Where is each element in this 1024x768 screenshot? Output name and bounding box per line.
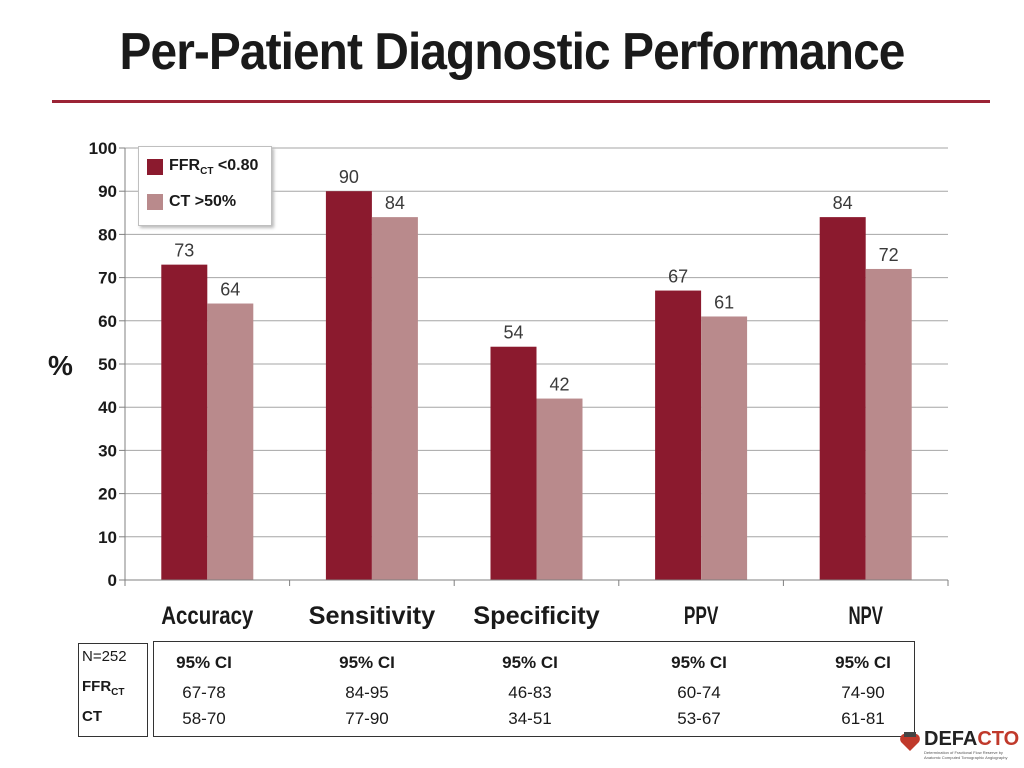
x-tick-label: Specificity <box>473 602 600 630</box>
data-label: 67 <box>668 267 688 287</box>
title-divider <box>52 100 990 103</box>
data-labels: 73 64 90 84 54 42 67 61 84 72 <box>174 167 898 394</box>
ci-column-sensitivity: 95% CI 84-95 77-90 <box>297 650 437 732</box>
ci-header: 95% CI <box>835 653 891 672</box>
bar <box>161 264 208 580</box>
defacto-logo: DEFACTO Determination of Fractional Flow… <box>898 728 1020 764</box>
bar <box>536 398 583 580</box>
ci-ct-value: 77-90 <box>345 709 389 728</box>
y-tick-label: 0 <box>108 571 117 590</box>
y-tick-label: 70 <box>98 269 117 288</box>
bar <box>371 217 418 580</box>
legend-label-ct: CT >50% <box>169 193 237 210</box>
ci-column-accuracy: 95% CI 67-78 58-70 <box>134 650 274 732</box>
y-tick-label: 20 <box>98 485 117 504</box>
ci-column-npv: 95% CI 74-90 61-81 <box>793 650 933 732</box>
ci-column-ppv: 95% CI 60-74 53-67 <box>629 650 769 732</box>
ci-column-specificity: 95% CI 46-83 34-51 <box>460 650 600 732</box>
y-tick-label: 10 <box>98 528 117 547</box>
y-tick-label: 60 <box>98 312 117 331</box>
data-label: 64 <box>220 280 240 300</box>
data-label: 54 <box>503 323 523 343</box>
confidence-interval-table: 95% CI 67-78 58-70 95% CI 84-95 77-90 95… <box>153 641 915 737</box>
bar <box>701 316 748 580</box>
ci-ffrct-value: 60-74 <box>677 683 721 702</box>
x-tick-label: Accuracy <box>161 602 253 630</box>
ci-header: 95% CI <box>502 653 558 672</box>
bar <box>819 217 866 580</box>
legend-swatch-ct <box>147 194 163 210</box>
legend-swatch-ffrct <box>147 159 163 176</box>
ci-ct-value: 61-81 <box>841 709 885 728</box>
legend: FFRCT <0.80 CT >50% <box>138 146 272 226</box>
logo-wordmark: DEFACTO <box>924 728 1020 750</box>
bar <box>490 346 537 580</box>
data-label: 42 <box>549 375 569 395</box>
data-label: 84 <box>385 193 405 213</box>
page-title: Per-Patient Diagnostic Performance <box>119 23 906 81</box>
ci-ct-value: 53-67 <box>677 709 721 728</box>
ci-ct-value: 34-51 <box>508 709 552 728</box>
y-tick-label: 40 <box>98 398 117 417</box>
ci-ct-value: 58-70 <box>182 709 226 728</box>
data-label: 84 <box>833 193 853 213</box>
ffrct-row-label: FFRCT <box>82 678 125 698</box>
x-tick-label: NPV <box>848 602 883 630</box>
y-axis-label: % <box>48 350 73 381</box>
y-tick-label: 80 <box>98 225 117 244</box>
bar <box>325 191 372 580</box>
ci-header: 95% CI <box>176 653 232 672</box>
legend-label-ffrct: FFRCT <0.80 <box>169 157 259 178</box>
bar <box>655 290 702 580</box>
data-label: 72 <box>879 245 899 265</box>
data-label: 61 <box>714 292 734 312</box>
axes: 0 10 20 30 40 50 60 70 80 90 100 Accuracy Sensitivit… <box>89 139 949 630</box>
y-tick-label: 90 <box>98 182 117 201</box>
bars <box>161 191 912 580</box>
ct-row-label: CT <box>82 708 102 725</box>
logo-subtitle: Determination of Fractional Flow Reserve… <box>924 750 1008 760</box>
ci-header: 95% CI <box>671 653 727 672</box>
data-label: 73 <box>174 241 194 261</box>
y-tick-label: 50 <box>98 355 117 374</box>
y-tick-label: 30 <box>98 441 117 460</box>
bar <box>865 268 912 580</box>
heart-logo-icon <box>900 732 920 751</box>
bar-chart: 73 64 90 84 54 42 67 61 84 72 0 10 20 30 40 50 60 70 80 90… <box>89 139 949 630</box>
ci-ffrct-value: 74-90 <box>841 683 885 702</box>
x-tick-label: PPV <box>684 602 719 630</box>
data-label: 90 <box>339 167 359 187</box>
ci-ffrct-value: 46-83 <box>508 683 552 702</box>
y-tick-label: 100 <box>89 139 117 158</box>
ci-ffrct-value: 67-78 <box>182 683 226 702</box>
legend-entry-ct: CT >50% <box>147 193 236 211</box>
ci-ffrct-value: 84-95 <box>345 683 389 702</box>
bar <box>207 303 254 580</box>
ci-row-labels: N=252 FFRCT CT <box>78 643 148 737</box>
sample-size-label: N=252 <box>82 648 127 665</box>
x-tick-label: Sensitivity <box>309 602 436 630</box>
legend-entry-ffrct: FFRCT <0.80 <box>147 157 258 177</box>
ci-header: 95% CI <box>339 653 395 672</box>
